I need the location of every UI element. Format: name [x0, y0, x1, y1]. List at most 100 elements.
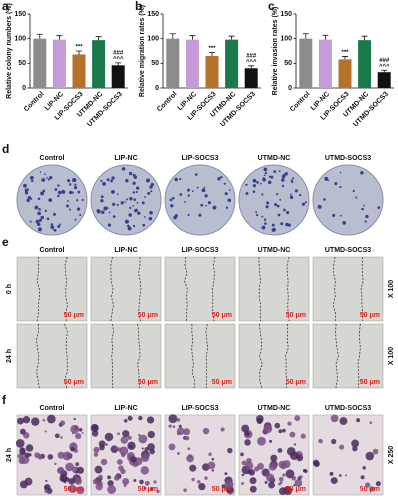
error-bar — [361, 35, 368, 41]
cell — [178, 424, 182, 428]
colony — [334, 182, 338, 186]
colony — [44, 173, 46, 176]
colony — [256, 213, 259, 217]
x-tick-label: UTMD-SOCS3 — [352, 91, 390, 129]
row-label: 0 h — [6, 284, 13, 294]
colony — [136, 201, 139, 204]
cell — [138, 415, 143, 421]
colony — [148, 216, 153, 221]
colony — [278, 170, 281, 173]
significance-mark: ^^^ — [246, 59, 257, 65]
cell — [81, 431, 84, 435]
colony — [144, 196, 146, 198]
wound-edge — [111, 323, 114, 389]
wound-edge — [332, 256, 336, 322]
cell — [76, 466, 84, 474]
cell — [62, 451, 72, 461]
colony — [187, 188, 191, 192]
colony — [290, 179, 293, 182]
cell — [204, 476, 208, 480]
panel-label: f — [2, 393, 7, 407]
wound-edge — [36, 323, 40, 389]
column-label: LIP-NC — [114, 155, 137, 162]
x-tick-label: Control — [289, 91, 312, 114]
micrograph — [164, 323, 236, 389]
colony — [141, 201, 145, 205]
column-label: LIP-NC — [114, 405, 137, 412]
colony — [352, 189, 355, 193]
bar — [299, 38, 313, 88]
colony — [101, 210, 105, 215]
scale-bar-label: 50 μm — [212, 379, 232, 386]
colony — [220, 176, 223, 179]
cell — [168, 424, 172, 428]
colony — [73, 186, 78, 190]
colony — [133, 198, 137, 201]
significance-mark: ### — [379, 58, 390, 64]
cell — [19, 428, 26, 435]
cell — [352, 445, 358, 452]
colony — [112, 202, 116, 206]
wound-edge — [286, 256, 290, 322]
cell — [75, 462, 80, 467]
magnification: X 250 — [388, 446, 395, 464]
cell — [138, 433, 141, 437]
error-bar — [228, 35, 235, 40]
cell — [191, 477, 195, 482]
cell — [330, 414, 339, 423]
cell — [22, 416, 31, 424]
cell — [283, 486, 293, 495]
cell — [345, 474, 348, 477]
colony — [339, 185, 342, 189]
colony — [40, 215, 45, 220]
colony — [377, 206, 381, 210]
cell — [277, 448, 283, 453]
colony — [191, 190, 194, 193]
cell — [146, 416, 155, 424]
cell — [189, 464, 197, 472]
cell — [264, 480, 268, 484]
cell — [100, 458, 108, 466]
colony — [57, 194, 60, 198]
colony — [207, 201, 211, 205]
y-tick-label: 100 — [147, 36, 159, 43]
cell — [278, 476, 284, 482]
colony — [100, 195, 104, 199]
colony — [264, 171, 268, 175]
colony — [136, 186, 140, 190]
colony — [365, 214, 369, 219]
bar — [205, 55, 219, 88]
micrograph — [90, 323, 162, 389]
scale-bar-label: 50 μm — [138, 379, 158, 386]
colony — [225, 206, 229, 209]
cell — [375, 481, 381, 487]
cell — [113, 475, 120, 481]
wound-edge — [137, 323, 141, 389]
cell — [293, 484, 296, 487]
cell — [16, 417, 24, 425]
colony — [111, 189, 115, 194]
error-bar — [189, 35, 196, 40]
panel-label: b — [135, 0, 142, 13]
colony — [120, 201, 124, 205]
colony — [277, 213, 281, 217]
cell — [294, 415, 301, 422]
magnification: X 100 — [388, 280, 395, 298]
colony — [227, 198, 232, 203]
cell — [110, 445, 119, 454]
colony — [57, 225, 61, 228]
colony — [135, 190, 138, 194]
cell — [123, 484, 127, 487]
column-label: UTMD-NC — [258, 155, 291, 162]
colony — [245, 192, 248, 195]
cell — [187, 447, 191, 451]
cell — [318, 438, 323, 444]
cell — [46, 414, 56, 424]
error-bar — [322, 34, 329, 40]
cell — [25, 444, 34, 452]
cell — [44, 430, 47, 433]
wound-edge — [259, 323, 263, 389]
cell — [176, 452, 180, 456]
cell — [369, 486, 375, 492]
panel-label: e — [2, 235, 9, 249]
